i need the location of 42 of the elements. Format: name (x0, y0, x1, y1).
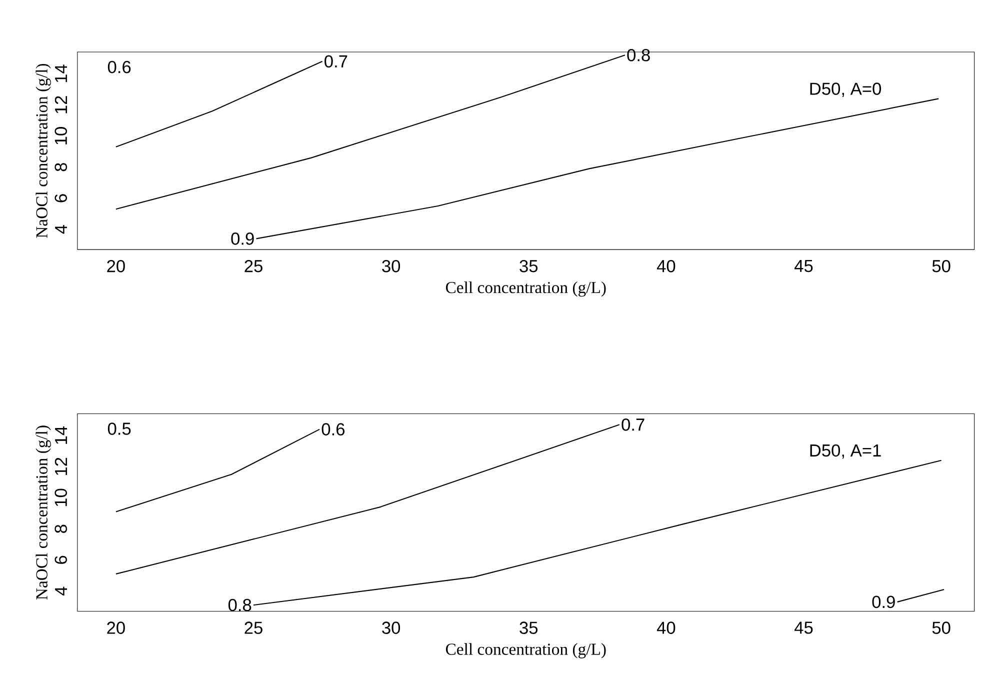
series-label: 0.8 (627, 48, 650, 62)
x-tick-label: 35 (520, 260, 538, 272)
y-tick-label: 12 (54, 458, 68, 475)
x-tick-label: 45 (794, 622, 813, 634)
x-axis-title: Cell concentration (g/L) (446, 642, 606, 658)
series-label: 0.8 (228, 598, 252, 612)
y-tick-label: 6 (54, 556, 68, 564)
x-tick-label: 50 (932, 622, 950, 634)
x-tick-label: 40 (656, 622, 676, 634)
x-tick-label: 30 (382, 260, 400, 272)
y-tick-label: 8 (54, 524, 68, 533)
x-tick-label: 20 (107, 622, 125, 634)
y-tick-label: 14 (55, 426, 68, 444)
annotation: D50, A=1 (810, 444, 881, 458)
series-label: 0.9 (231, 232, 254, 245)
y-tick-label: 8 (54, 162, 68, 172)
x-tick-label: 45 (794, 260, 813, 272)
series-label: 0.7 (324, 55, 348, 68)
x-tick-label: 20 (107, 260, 125, 272)
line-series (256, 98, 940, 240)
y-tick-label: 10 (54, 126, 68, 144)
annotation: 0.5 (108, 422, 131, 435)
x-axis-title: Cell concentration (g/L) (446, 281, 606, 296)
x-tick-label: 40 (656, 260, 676, 272)
annotation: D50, A=0 (810, 82, 882, 97)
x-tick-label: 30 (382, 622, 400, 634)
annotation: 0.6 (108, 60, 131, 74)
y-tick-label: 4 (55, 224, 68, 234)
y-tick-label: 6 (54, 194, 68, 202)
x-tick-label: 35 (520, 622, 538, 634)
y-axis-title: NaOCl concentration (g/l) (36, 426, 51, 600)
series-label: 0.6 (322, 422, 344, 436)
x-tick-label: 25 (244, 260, 262, 272)
series-label: 0.7 (622, 418, 644, 431)
y-tick-label: 12 (54, 96, 68, 114)
series-label: 0.9 (872, 596, 895, 608)
y-tick-label: 4 (55, 586, 68, 596)
y-tick-label: 14 (55, 64, 68, 82)
y-axis-title: NaOCl concentration (g/l) (36, 64, 51, 238)
y-tick-label: 10 (54, 488, 68, 506)
x-tick-label: 50 (932, 260, 950, 272)
x-tick-label: 25 (244, 622, 262, 634)
